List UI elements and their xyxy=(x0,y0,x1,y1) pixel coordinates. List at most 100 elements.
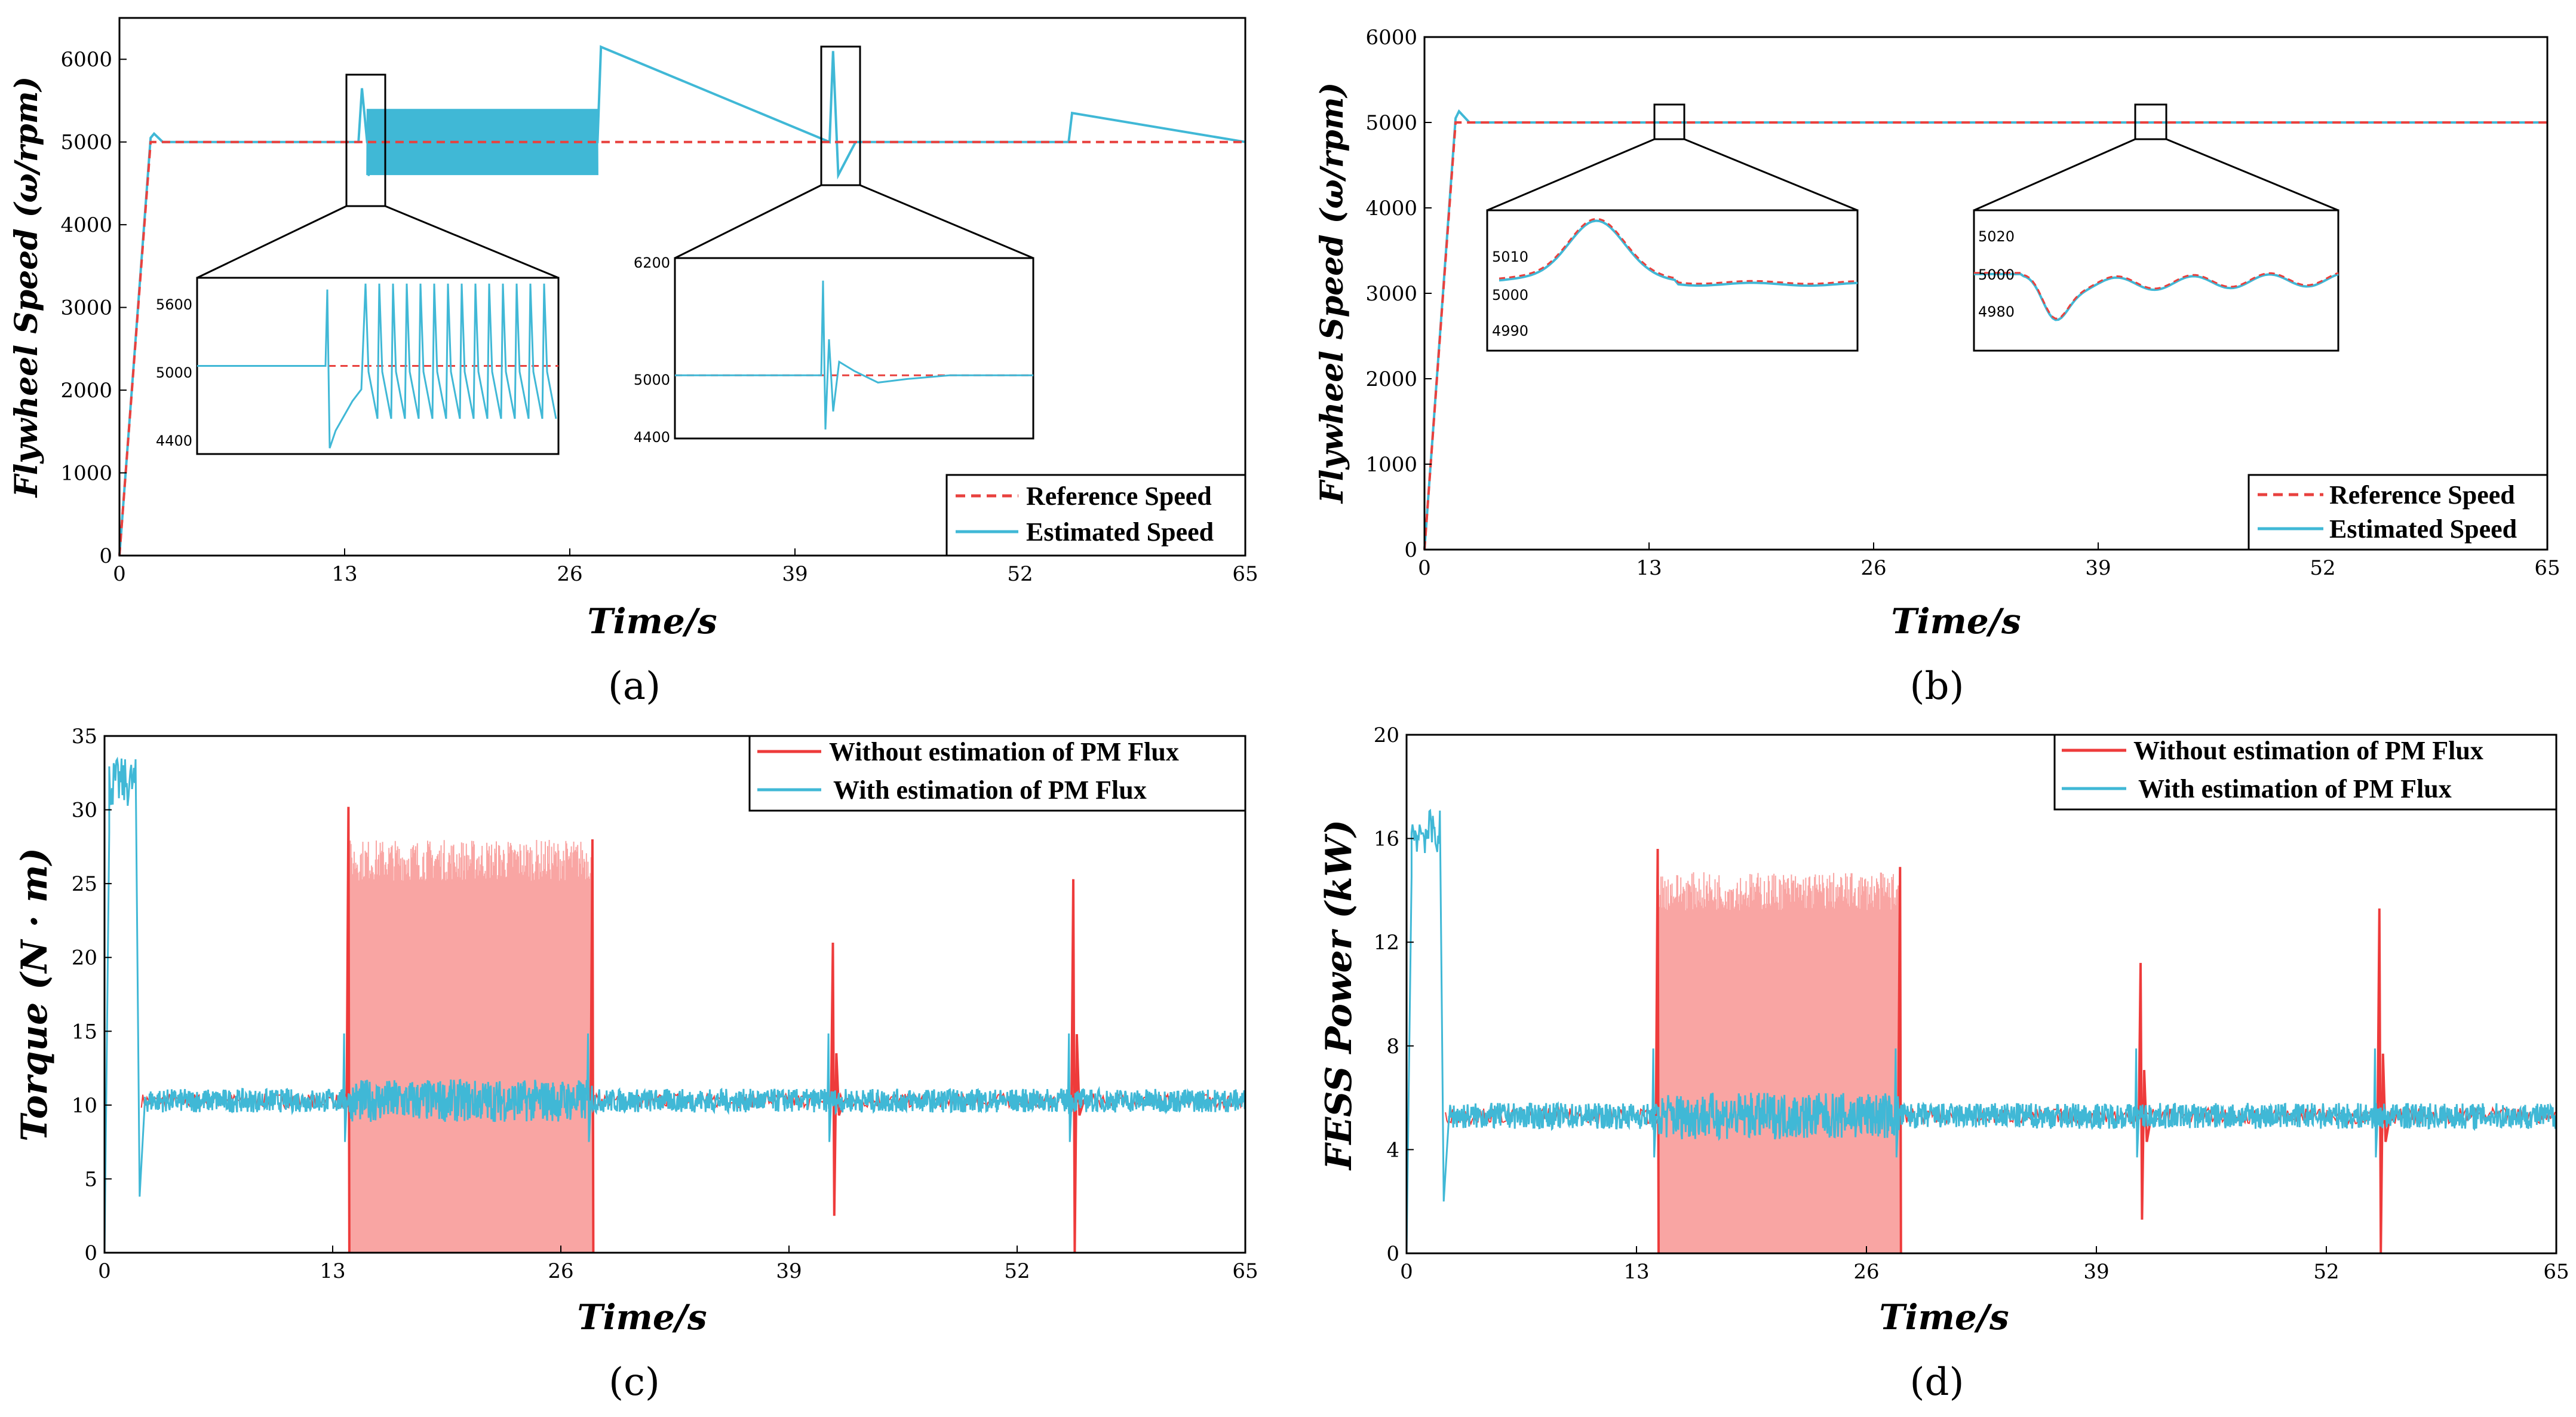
x-tick-label: 0 xyxy=(1400,1260,1413,1284)
panel-b-data xyxy=(1423,109,2547,550)
y-tick-label: 6000 xyxy=(60,48,112,72)
x-tick-label: 0 xyxy=(1418,556,1431,580)
inset-estimated xyxy=(197,283,557,449)
panel-c-legend: Without estimation of PM Flux With estim… xyxy=(748,735,1246,812)
y-tick-label: 25 xyxy=(72,872,97,896)
panel-b: 0 13 26 39 52 65 0 1000 2000 3000 4000 5000 6000 501… xyxy=(1314,26,2560,708)
panel-a-frame xyxy=(118,17,1246,557)
panel-c-frame xyxy=(103,735,1246,1254)
inset-reference xyxy=(1499,217,1858,285)
y-tick-label: 6000 xyxy=(1365,26,1417,50)
panel-a-inset-2: 6200 5000 4400 xyxy=(634,254,1034,446)
y-tick-label: 2000 xyxy=(60,379,112,403)
x-tick-label: 0 xyxy=(113,562,126,586)
series-without-spike-0 xyxy=(345,806,351,1253)
panel-c-data xyxy=(103,756,1246,1253)
series-with-steady xyxy=(1448,1093,2557,1142)
y-tick-label: 12 xyxy=(1374,931,1399,955)
y-tick-label: 0 xyxy=(1386,1242,1399,1266)
panel-a-zoom-line xyxy=(196,205,347,279)
panel-b-inset-1: 5010 5000 4990 xyxy=(1486,209,1859,352)
series-with-event-1 xyxy=(1893,1048,1899,1158)
legend-label-with: With estimation of PM Flux xyxy=(833,775,1147,805)
inset-tick-label: 5000 xyxy=(1492,287,1528,303)
series-with-event-0 xyxy=(1651,1048,1657,1158)
panel-d: 0 13 26 39 52 65 0 4 8 12 16 20 Without estimation … xyxy=(1318,723,2569,1404)
panel-a-zoom-box-2 xyxy=(820,45,861,186)
x-tick-label: 65 xyxy=(2534,556,2560,580)
x-tick-label: 52 xyxy=(2313,1260,2339,1284)
panel-b-zoom-line xyxy=(1973,138,2136,211)
panel-b-zoom-line xyxy=(2166,138,2339,211)
inset-estimated xyxy=(675,280,1033,430)
y-tick-label: 20 xyxy=(1374,723,1399,747)
series-without-spike-3 xyxy=(1070,879,1085,1253)
panel-b-zoom-line xyxy=(1684,138,1858,211)
y-tick-label: 5000 xyxy=(60,131,112,155)
x-tick-label: 52 xyxy=(2310,556,2335,580)
y-tick-label: 1000 xyxy=(1365,453,1417,477)
x-tick-label: 13 xyxy=(1636,556,1662,580)
x-tick-label: 39 xyxy=(2083,1260,2109,1284)
series-without-spike-1 xyxy=(1897,867,1902,1254)
series-without-oscillation xyxy=(349,839,593,1253)
panel-d-xlabel: Time/s xyxy=(1879,1297,2009,1338)
legend-label-estimated: Estimated Speed xyxy=(1026,517,1214,547)
panel-d-caption: (d) xyxy=(1910,1360,1964,1404)
inset-tick-label: 5000 xyxy=(634,372,670,388)
series-with-event-2 xyxy=(827,1033,832,1142)
panel-a-zoom-line xyxy=(674,184,822,259)
legend-label-without: Without estimation of PM Flux xyxy=(829,737,1179,766)
panel-a-caption: (a) xyxy=(608,664,661,708)
y-tick-label: 4000 xyxy=(60,213,112,237)
panel-d-legend: Without estimation of PM Flux With estim… xyxy=(2053,734,2557,811)
panel-b-zoom-box-2 xyxy=(2134,103,2167,140)
legend-label-reference: Reference Speed xyxy=(1026,481,1212,511)
x-tick-label: 39 xyxy=(2085,556,2111,580)
y-tick-label: 5000 xyxy=(1365,111,1417,135)
panel-a-inset-1: 5600 5000 4400 xyxy=(156,277,560,455)
y-tick-label: 10 xyxy=(72,1094,97,1118)
panel-b-xlabel: Time/s xyxy=(1891,601,2021,642)
panel-a-zoom-line xyxy=(385,205,559,279)
x-tick-label: 26 xyxy=(1860,556,1886,580)
y-tick-label: 0 xyxy=(84,1241,97,1265)
legend-label-estimated: Estimated Speed xyxy=(2329,514,2517,544)
panel-a-ylabel: Flywheel Speed (ω/rpm) xyxy=(8,76,45,499)
y-tick-label: 0 xyxy=(99,544,112,568)
x-tick-label: 65 xyxy=(2543,1260,2569,1284)
series-with-event-1 xyxy=(586,1033,592,1142)
x-tick-label: 52 xyxy=(1007,562,1033,586)
inset-tick-label: 5000 xyxy=(156,364,192,381)
panel-b-zoom-box-1 xyxy=(1653,103,1685,140)
x-tick-label: 26 xyxy=(548,1259,573,1283)
series-with-event-3 xyxy=(1067,1033,1073,1142)
y-tick-label: 30 xyxy=(72,799,97,823)
panel-a: 0 13 26 39 52 65 0 1000 2000 3000 4000 5000 6000 560… xyxy=(8,17,1258,708)
panel-c-ylabel: Torque (N · m) xyxy=(14,848,56,1142)
series-without-spike-2 xyxy=(830,942,845,1216)
panel-d-ylabel: FESS Power (kW) xyxy=(1318,820,1360,1171)
x-tick-label: 26 xyxy=(557,562,582,586)
inset-tick-label: 5600 xyxy=(156,296,192,313)
panel-b-caption: (b) xyxy=(1910,664,1964,708)
legend-label-with: With estimation of PM Flux xyxy=(2138,774,2452,803)
series-with-steady xyxy=(144,1078,1246,1122)
panel-d-data xyxy=(1405,808,2557,1254)
x-tick-label: 0 xyxy=(98,1259,111,1283)
y-tick-label: 1000 xyxy=(60,462,112,486)
series-without-spike-3 xyxy=(2376,908,2391,1254)
x-tick-label: 39 xyxy=(776,1259,802,1283)
inset-tick-label: 4400 xyxy=(156,433,192,449)
y-tick-label: 3000 xyxy=(1365,282,1417,306)
series-with-event-2 xyxy=(2134,1048,2140,1158)
series-with-event-0 xyxy=(342,1033,348,1142)
x-tick-label: 13 xyxy=(1623,1260,1649,1284)
y-tick-label: 4000 xyxy=(1365,197,1417,220)
panel-a-legend: Reference Speed Estimated Speed xyxy=(945,474,1246,557)
x-tick-label: 13 xyxy=(320,1259,345,1283)
series-without-spike-0 xyxy=(1654,848,1660,1254)
x-tick-label: 65 xyxy=(1232,562,1258,586)
series-reference-speed xyxy=(118,140,1245,556)
